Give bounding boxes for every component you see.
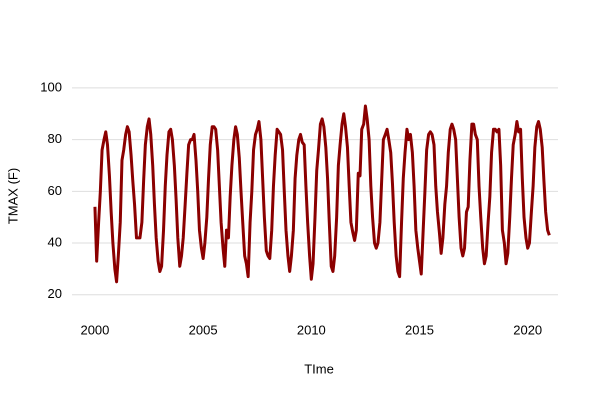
y-tick-label: 100: [40, 79, 62, 94]
data-line: [93, 104, 551, 284]
y-tick-label: 20: [48, 286, 62, 301]
y-tick-label: 80: [48, 131, 62, 146]
y-tick-label: 40: [48, 234, 62, 249]
x-axis-label: TIme: [304, 361, 334, 376]
y-tick-label: 60: [48, 183, 62, 198]
x-tick-label: 2020: [513, 322, 542, 337]
x-tick-label: 2015: [405, 322, 434, 337]
x-tick-label: 2005: [189, 322, 218, 337]
x-tick-label: 2010: [297, 322, 326, 337]
x-tick-label: 2000: [80, 322, 109, 337]
y-axis-label: TMAX (F): [5, 168, 20, 224]
